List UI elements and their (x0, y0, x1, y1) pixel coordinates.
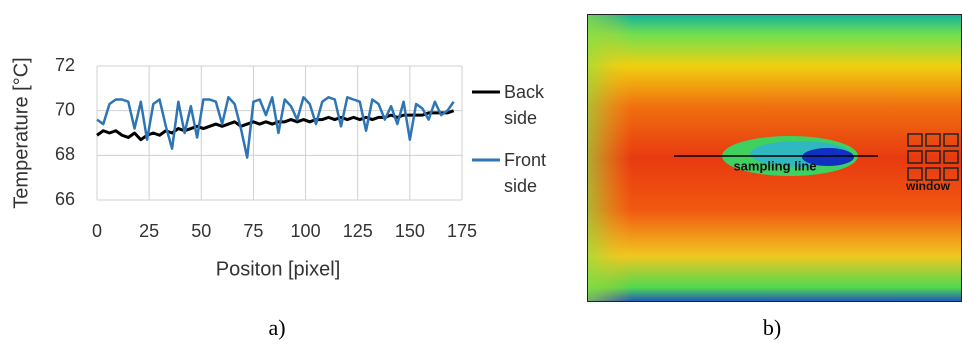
x-tick-label: 50 (191, 221, 211, 241)
x-tick-label: 175 (447, 221, 477, 241)
x-tick-label: 0 (92, 221, 102, 241)
x-axis-label: Positon [pixel] (216, 258, 341, 280)
x-tick-label: 125 (343, 221, 373, 241)
window-label: window (905, 179, 951, 193)
series-line (97, 97, 454, 157)
legend-label: Back side (504, 79, 564, 131)
x-tick-label: 75 (243, 221, 263, 241)
legend-label: Front side (504, 147, 564, 199)
y-tick-label: 66 (55, 189, 75, 209)
caption-a: a) (268, 315, 285, 340)
thermal-image: sampling line window (587, 14, 962, 302)
page: {"chart_data": {"type": "line", "xlabel"… (0, 0, 962, 347)
x-tick-label: 25 (139, 221, 159, 241)
y-tick-label: 70 (55, 99, 75, 119)
y-tick-label: 68 (55, 144, 75, 164)
x-tick-label: 100 (291, 221, 321, 241)
y-axis-label: Temperature [°C] (10, 57, 32, 208)
sampling-label: sampling line (733, 158, 816, 173)
x-tick-label: 150 (395, 221, 425, 241)
figure: sampling line window Temperature [°C] Po… (0, 0, 962, 347)
y-tick-label: 72 (55, 55, 75, 75)
caption-b: b) (763, 315, 781, 340)
